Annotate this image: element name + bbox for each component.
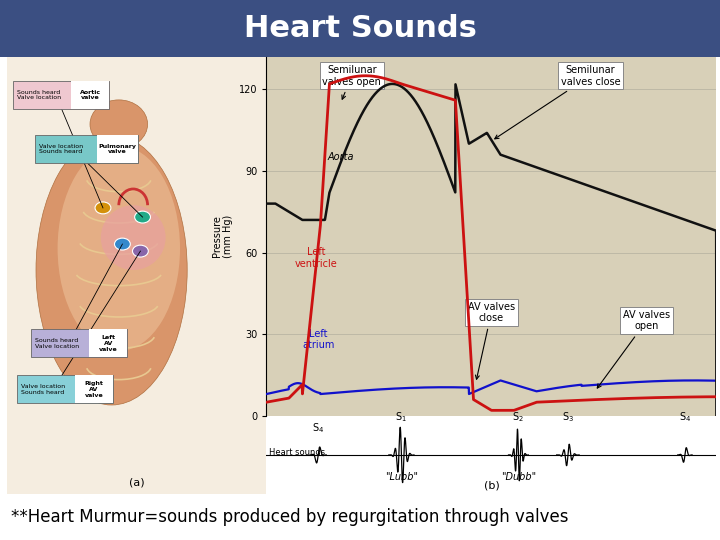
FancyBboxPatch shape bbox=[75, 375, 113, 403]
Text: S$_4$: S$_4$ bbox=[312, 421, 324, 435]
Text: AV valves
close: AV valves close bbox=[468, 302, 515, 379]
Text: S$_4$: S$_4$ bbox=[679, 410, 691, 423]
Text: Semilunar
valves open: Semilunar valves open bbox=[323, 65, 382, 99]
Bar bbox=[0, 57, 720, 494]
Text: Right
AV
valve: Right AV valve bbox=[84, 381, 103, 397]
FancyBboxPatch shape bbox=[71, 81, 109, 109]
Text: "Lubb": "Lubb" bbox=[385, 472, 418, 482]
FancyBboxPatch shape bbox=[13, 81, 109, 109]
Text: S$_2$: S$_2$ bbox=[513, 410, 524, 423]
FancyBboxPatch shape bbox=[89, 329, 127, 357]
Text: Valve location
Sounds heard: Valve location Sounds heard bbox=[39, 144, 83, 154]
Text: Heart sounds: Heart sounds bbox=[269, 449, 325, 457]
Text: Valve location
Sounds heard: Valve location Sounds heard bbox=[21, 384, 65, 395]
Text: Left
atrium: Left atrium bbox=[302, 329, 334, 350]
Text: S$_3$: S$_3$ bbox=[562, 410, 574, 423]
Text: Left
ventricle: Left ventricle bbox=[294, 247, 337, 269]
Text: Semilunar
valves close: Semilunar valves close bbox=[495, 65, 620, 139]
Bar bbox=[7, 57, 266, 494]
Ellipse shape bbox=[90, 100, 148, 149]
Text: "Dubb": "Dubb" bbox=[501, 472, 536, 482]
Ellipse shape bbox=[36, 135, 187, 405]
Circle shape bbox=[95, 202, 111, 214]
Text: S$_1$: S$_1$ bbox=[395, 410, 408, 423]
Circle shape bbox=[135, 211, 150, 223]
Text: Sounds heard
Valve location: Sounds heard Valve location bbox=[35, 338, 79, 349]
FancyBboxPatch shape bbox=[97, 135, 138, 163]
Y-axis label: Pressure
(mm Hg): Pressure (mm Hg) bbox=[212, 214, 233, 258]
FancyBboxPatch shape bbox=[31, 329, 127, 357]
Text: Aorta: Aorta bbox=[327, 152, 354, 163]
Text: **Heart Murmur=sounds produced by regurgitation through valves: **Heart Murmur=sounds produced by regurg… bbox=[11, 508, 568, 526]
FancyBboxPatch shape bbox=[35, 135, 138, 163]
Text: (b): (b) bbox=[484, 480, 499, 490]
Text: Sounds heard
Valve location: Sounds heard Valve location bbox=[17, 90, 61, 100]
Circle shape bbox=[132, 245, 148, 257]
Text: Pulmonary
valve: Pulmonary valve bbox=[99, 144, 137, 154]
Text: (a): (a) bbox=[129, 477, 145, 488]
Ellipse shape bbox=[101, 205, 166, 270]
Text: AV valves
open: AV valves open bbox=[598, 310, 670, 388]
Circle shape bbox=[114, 238, 130, 250]
Text: Aortic
valve: Aortic valve bbox=[80, 90, 101, 100]
Text: Left
AV
valve: Left AV valve bbox=[99, 335, 117, 352]
Ellipse shape bbox=[58, 146, 180, 351]
FancyBboxPatch shape bbox=[17, 375, 113, 403]
Text: Heart Sounds: Heart Sounds bbox=[243, 14, 477, 43]
Bar bbox=[0, 0, 720, 57]
